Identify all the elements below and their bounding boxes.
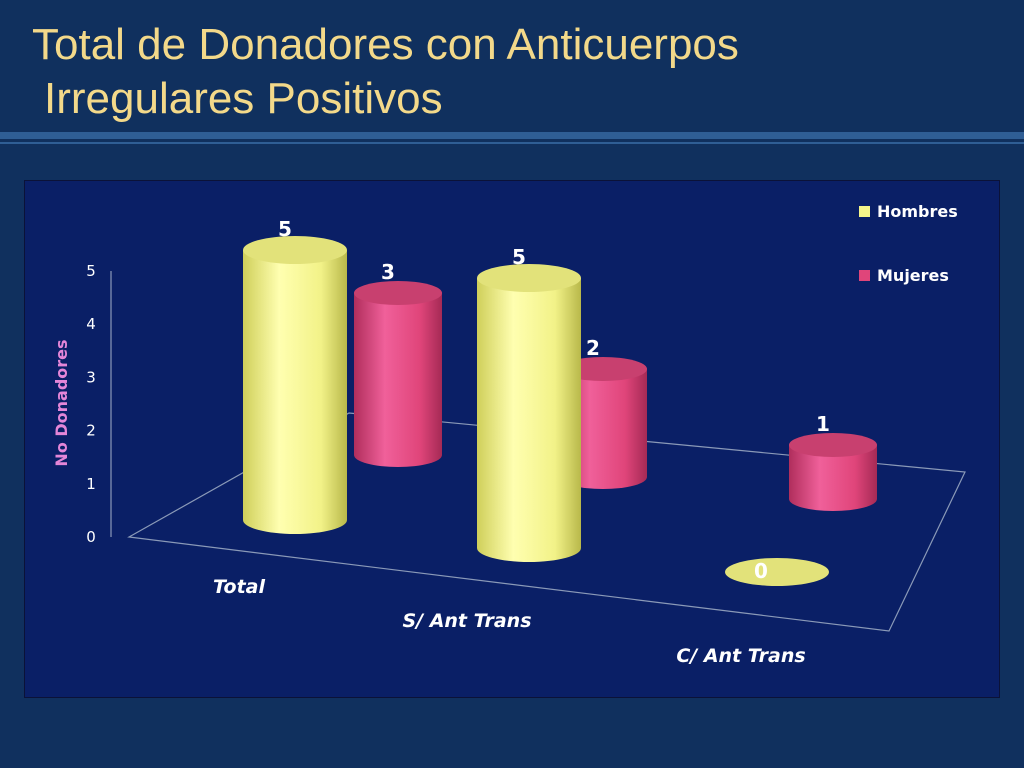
bar-mujeres: 1 bbox=[789, 412, 877, 511]
y-tick-label: 1 bbox=[86, 475, 96, 493]
data-label: 3 bbox=[381, 260, 395, 284]
bars-layer: 3 5 2 5 1 0 bbox=[243, 217, 877, 586]
y-tick-label: 4 bbox=[86, 315, 96, 333]
y-tick-label: 0 bbox=[86, 528, 96, 546]
slide-title-line-2: Irregulares Positivos bbox=[44, 74, 443, 123]
slide-title-line-1: Total de Donadores con Anticuerpos bbox=[32, 20, 739, 69]
data-label: 5 bbox=[512, 245, 526, 269]
bar-mujeres-body bbox=[789, 445, 877, 511]
data-label: 2 bbox=[586, 336, 600, 360]
legend-label-hombres: Hombres bbox=[877, 202, 958, 221]
bar-hombres: 5 bbox=[477, 245, 581, 562]
bar-mujeres-top bbox=[354, 281, 442, 305]
title-divider-thick bbox=[0, 132, 1024, 139]
data-label: 0 bbox=[754, 559, 768, 583]
bar-hombres-top bbox=[725, 558, 829, 586]
bar-hombres-body bbox=[243, 250, 347, 534]
legend-swatch-mujeres bbox=[859, 270, 870, 281]
legend: Hombres Mujeres bbox=[859, 202, 958, 285]
data-label: 5 bbox=[278, 217, 292, 241]
chart-area: 0 1 2 3 4 5 No Donadores 3 5 2 5 1 0 Total S/ Ant T… bbox=[24, 180, 1000, 698]
bar-hombres-top bbox=[243, 236, 347, 264]
y-tick-label: 3 bbox=[86, 368, 96, 386]
y-tick-label: 2 bbox=[86, 422, 96, 440]
bar-hombres: 0 bbox=[725, 558, 829, 586]
bar-hombres: 5 bbox=[243, 217, 347, 534]
y-axis: 0 1 2 3 4 5 No Donadores bbox=[52, 262, 96, 546]
bar-mujeres-top bbox=[789, 433, 877, 457]
legend-swatch-hombres bbox=[859, 206, 870, 217]
data-label: 1 bbox=[816, 412, 830, 436]
bar-hombres-body bbox=[477, 278, 581, 562]
y-axis-title: No Donadores bbox=[52, 339, 71, 466]
y-tick-label: 5 bbox=[86, 262, 96, 280]
slide-title: Total de Donadores con Anticuerpos Irreg… bbox=[32, 18, 992, 126]
x-category-label: C/ Ant Trans bbox=[676, 645, 805, 667]
bar-mujeres-body bbox=[354, 293, 442, 467]
bar-hombres-top bbox=[477, 264, 581, 292]
chart-svg: 0 1 2 3 4 5 No Donadores 3 5 2 5 1 0 Total S/ Ant T… bbox=[52, 202, 966, 667]
legend-label-mujeres: Mujeres bbox=[877, 266, 949, 285]
x-category-label: Total bbox=[213, 576, 265, 598]
bar-mujeres: 3 bbox=[354, 260, 442, 467]
category-labels: Total S/ Ant Trans C/ Ant Trans bbox=[213, 576, 806, 667]
x-category-label: S/ Ant Trans bbox=[402, 610, 531, 632]
title-divider-thin bbox=[0, 142, 1024, 144]
